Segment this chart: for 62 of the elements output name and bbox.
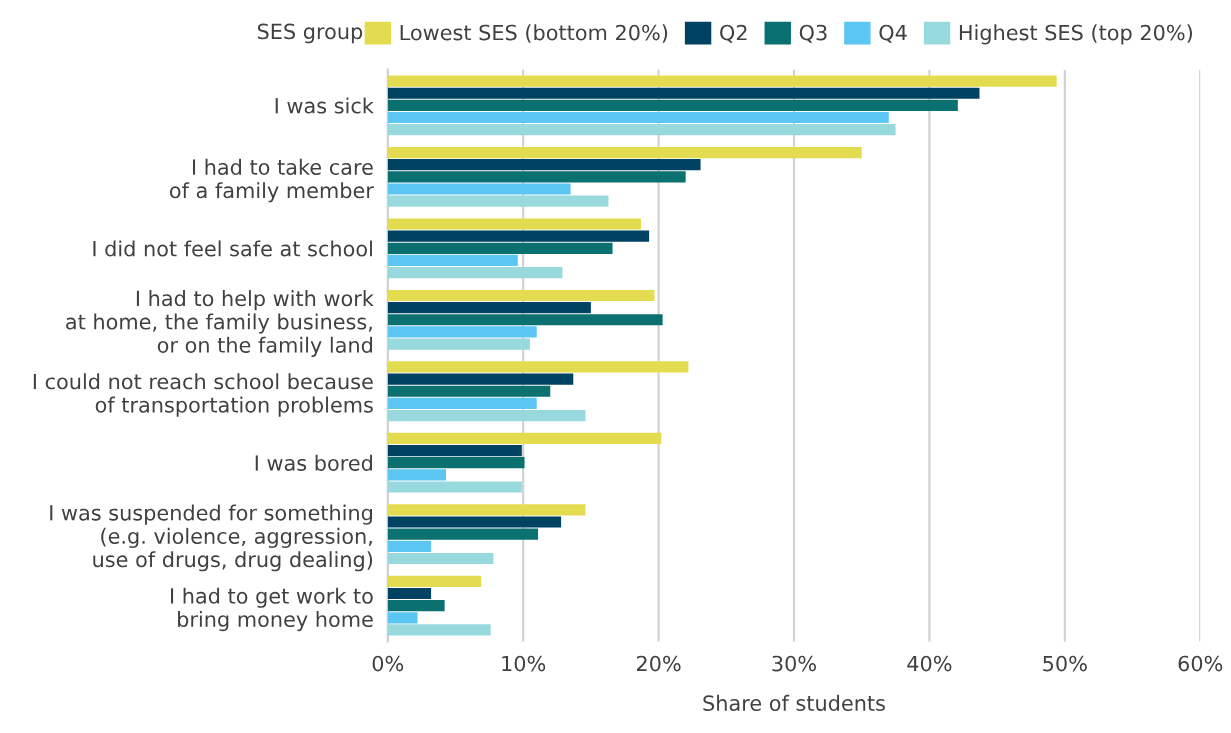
bar [387, 361, 689, 373]
x-axis-title: Share of students [703, 694, 885, 711]
bar [387, 183, 571, 195]
bar [387, 254, 518, 267]
legend-label: Q4 [879, 24, 907, 43]
x-tick-label: 50% [1043, 655, 1087, 672]
bar [387, 385, 551, 397]
legend-title: SES group [257, 23, 363, 44]
bar [387, 230, 650, 242]
x-tick-label: 10% [502, 655, 546, 672]
bar [387, 195, 609, 207]
y-tick-label: I had to help with work at home, the family business, or on the family land [66, 290, 374, 357]
bar [387, 326, 537, 338]
y-tick-label: I had to take care of a family member [170, 158, 374, 203]
bar [387, 242, 613, 254]
bar [387, 289, 655, 302]
legend-label: Q2 [720, 24, 747, 43]
bar [387, 87, 980, 99]
bar [387, 218, 641, 230]
bar [387, 111, 889, 124]
bar [387, 338, 530, 350]
x-tick-label: 40% [907, 655, 952, 672]
y-tick-label: I was sick [275, 97, 374, 114]
bar [387, 124, 896, 136]
x-tick-label: 30% [772, 655, 816, 672]
bar [387, 552, 494, 565]
bar [387, 432, 662, 444]
y-tick-label: I had to get work to bring money home [171, 587, 373, 632]
bar [387, 540, 432, 552]
bar [387, 504, 586, 516]
bar [387, 171, 686, 183]
bar [387, 373, 574, 385]
x-tick-label: 20% [636, 655, 681, 672]
bar [387, 99, 958, 111]
bar [387, 469, 446, 481]
y-tick-label: I could not reach school because of transportation problems [33, 373, 373, 417]
bar [387, 457, 525, 469]
bar [387, 314, 663, 326]
bar [387, 528, 539, 540]
bar [387, 159, 701, 171]
bar [387, 587, 432, 600]
bar [387, 75, 1057, 87]
bar [387, 397, 537, 409]
bar [387, 516, 562, 528]
bar [387, 481, 522, 493]
bar [387, 612, 418, 624]
bar [387, 302, 591, 314]
bar [387, 444, 522, 457]
y-tick-label: I was suspended for something (e.g. violence, aggression, use of drugs, drug dealing) [50, 504, 373, 572]
x-tick-label: 60% [1178, 655, 1223, 672]
legend-label: Q3 [799, 24, 827, 43]
legend-label: Highest SES (top 20%) [959, 24, 1192, 45]
bar [387, 146, 862, 159]
bar [387, 409, 586, 422]
y-tick-label: I was bored [255, 454, 372, 471]
x-tick-label: 0% [372, 655, 404, 672]
bar [387, 575, 482, 587]
bar [387, 267, 563, 279]
legend-label: Lowest SES (bottom 20%) [400, 24, 668, 43]
bar [387, 624, 491, 636]
bar [387, 600, 445, 612]
y-tick-label: I did not feel safe at school [93, 240, 372, 257]
